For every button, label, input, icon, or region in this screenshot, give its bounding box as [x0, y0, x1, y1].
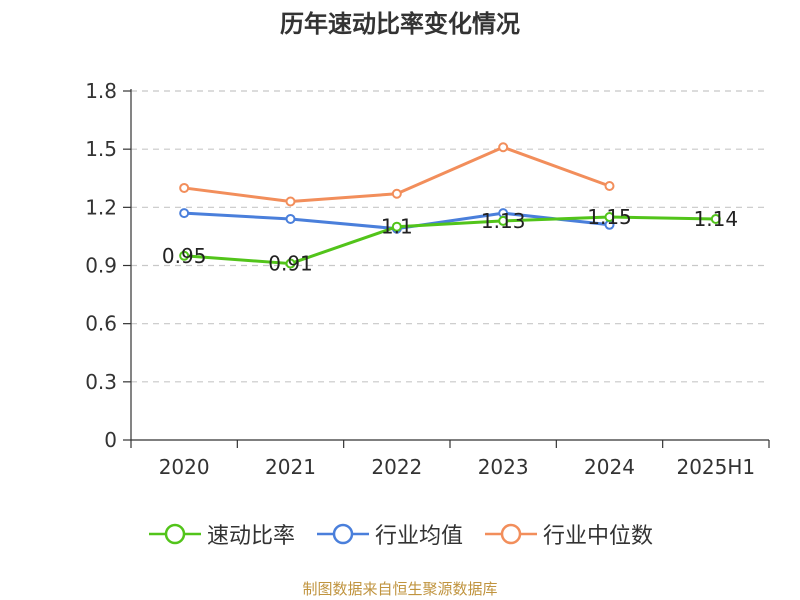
- legend-line-marker-icon: [148, 523, 201, 545]
- y-tick-label: 0.9: [85, 254, 117, 278]
- y-tick-label: 0.3: [85, 370, 117, 394]
- legend-label: 行业中位数: [543, 524, 654, 549]
- data-point[interactable]: [179, 208, 190, 219]
- data-label: 1.13: [481, 209, 526, 233]
- y-tick-label: 1.8: [85, 79, 117, 103]
- data-point[interactable]: [179, 250, 190, 261]
- data-point[interactable]: [391, 188, 402, 199]
- legend-item-industry-median[interactable]: 行业中位数: [483, 518, 653, 550]
- source-note: 制图数据来自恒生聚源数据库: [302, 580, 498, 598]
- x-tick-label: 2025H1: [676, 455, 755, 479]
- grid-lines: [131, 90, 769, 383]
- data-point[interactable]: [710, 213, 721, 224]
- series-lines: [179, 142, 721, 269]
- data-point[interactable]: [391, 221, 402, 232]
- data-point[interactable]: [285, 213, 296, 224]
- x-tick-label: 2020: [159, 455, 210, 479]
- data-point[interactable]: [285, 258, 296, 269]
- x-tick-label: 2024: [584, 455, 635, 479]
- legend: 速动比率 行业均值 行业中位数: [0, 518, 800, 550]
- x-tick-label: 2021: [265, 455, 316, 479]
- data-point[interactable]: [498, 215, 509, 226]
- data-point[interactable]: [285, 196, 296, 207]
- line-chart: 0 0.3 0.6 0.9 1.2 1.5 1.8 2020 2021 2022 2023 2024 2…: [85, 79, 770, 479]
- y-tick-label: 1.2: [85, 195, 117, 219]
- legend-label: 速动比率: [206, 524, 295, 549]
- data-point[interactable]: [604, 212, 615, 223]
- y-tick-label: 0: [104, 428, 117, 452]
- legend-item-quick-ratio[interactable]: 速动比率: [147, 518, 295, 550]
- series-line: [184, 215, 716, 266]
- data-label: 1.14: [694, 207, 739, 231]
- data-label: 1.15: [587, 205, 632, 229]
- data-label: 0.95: [162, 244, 207, 268]
- chart-title: 历年速动比率变化情况: [280, 10, 520, 38]
- legend-line-marker-icon: [316, 523, 369, 545]
- data-point[interactable]: [604, 181, 615, 192]
- data-labels: 0.95 0.91 1.1 1.13 1.15 1.14: [162, 205, 738, 276]
- x-tick-label: 2023: [478, 455, 529, 479]
- x-tick-label: 2022: [371, 455, 422, 479]
- legend-label: 行业均值: [374, 524, 463, 549]
- data-point[interactable]: [179, 182, 190, 193]
- legend-line-marker-icon: [485, 523, 537, 545]
- y-tick-label: 1.5: [85, 137, 117, 161]
- data-label: 0.91: [268, 252, 313, 276]
- axes: 0 0.3 0.6 0.9 1.2 1.5 1.8 2020 2021 2022 2023 2024 2…: [85, 79, 770, 479]
- y-tick-label: 0.6: [85, 312, 117, 336]
- data-label: 1.1: [381, 215, 413, 239]
- data-point[interactable]: [498, 142, 509, 153]
- legend-item-industry-mean[interactable]: 行业均值: [315, 518, 463, 550]
